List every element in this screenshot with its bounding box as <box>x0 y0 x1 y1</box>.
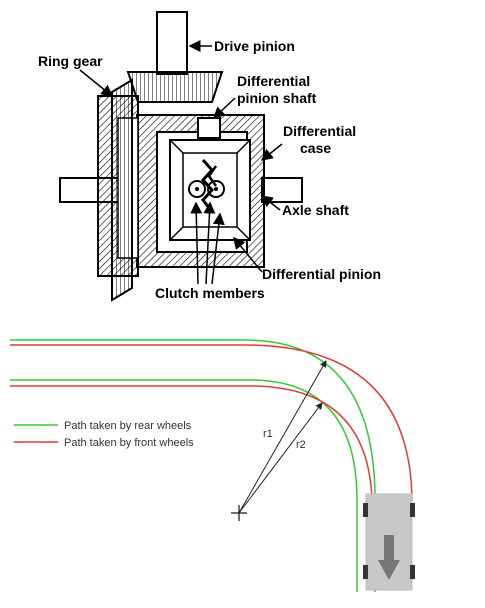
label-axle-shaft: Axle shaft <box>282 202 349 218</box>
direction-arrow-icon <box>378 535 400 580</box>
wheel-front-right <box>410 503 415 517</box>
inner-path-rear <box>10 379 358 592</box>
outer-path-front <box>10 344 413 501</box>
label-diff-case-1: Differential <box>283 123 356 139</box>
legend-label-rear: Path taken by rear wheels <box>64 420 192 432</box>
label-diff-pinion: Differential pinion <box>262 266 381 282</box>
axle-shaft-right <box>261 177 303 203</box>
legend-label-front: Path taken by front wheels <box>64 437 194 449</box>
label-diff-pinion-shaft-2: pinion shaft <box>237 90 317 106</box>
label-clutch-members: Clutch members <box>155 285 265 301</box>
turning-diagram: r1 r2 Path taken by rear wheels Path tak… <box>10 339 415 592</box>
label-r2: r2 <box>296 439 306 451</box>
differential-diagram: Drive pinion Ring gear Differential pini… <box>38 11 381 302</box>
label-diff-pinion-shaft-1: Differential <box>237 73 310 89</box>
wheel-rear-right <box>410 565 415 579</box>
drive-pinion-gear <box>126 71 224 103</box>
radius-r1-arrow <box>238 360 327 514</box>
outer-path-rear <box>10 339 376 592</box>
drive-pinion-shaft <box>156 11 188 75</box>
inner-path-front <box>10 385 373 501</box>
legend: Path taken by rear wheels Path taken by … <box>14 420 194 449</box>
differential-pinion-shaft <box>197 117 221 139</box>
wheel-front-left <box>363 503 368 517</box>
label-drive-pinion: Drive pinion <box>214 38 295 54</box>
label-r1: r1 <box>263 428 273 440</box>
ring-gear <box>111 78 133 302</box>
label-diff-case-2: case <box>300 140 331 156</box>
radius-r2-arrow <box>238 402 323 514</box>
wheel-rear-left <box>363 565 368 579</box>
label-ring-gear: Ring gear <box>38 53 103 69</box>
